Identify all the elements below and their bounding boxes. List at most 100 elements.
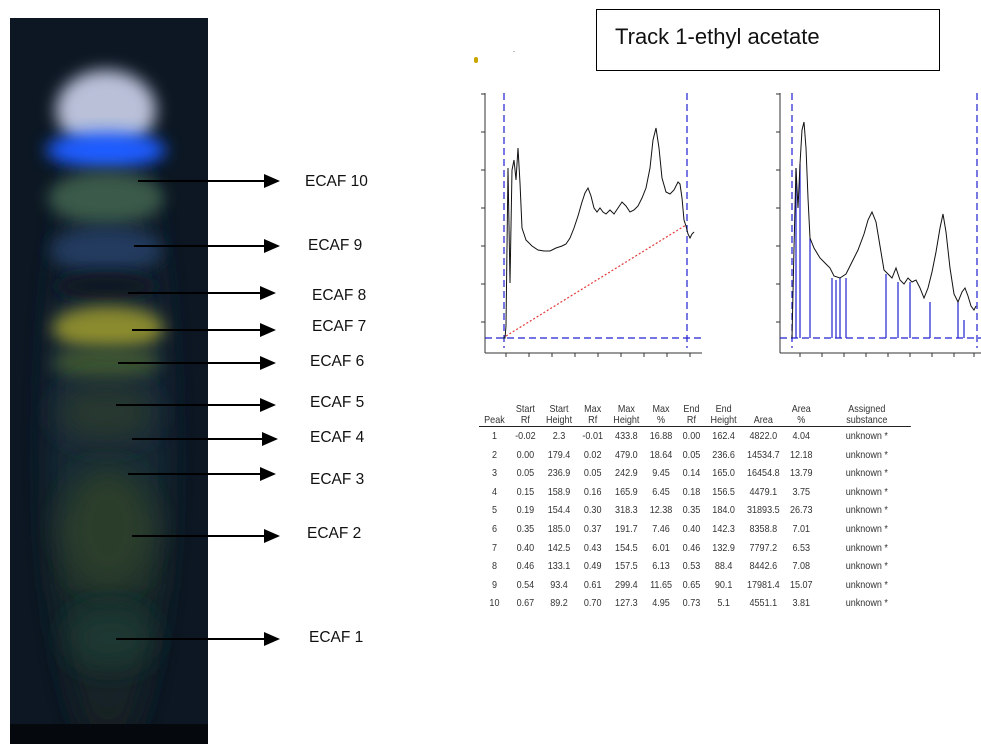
table-cell: 142.5: [547, 541, 571, 554]
table-cell: 433.8: [615, 430, 638, 442]
table-cell: 299.4: [615, 578, 638, 591]
table-cell: 0.43: [583, 541, 602, 554]
table-cell: 165.9: [615, 485, 638, 498]
table-cell: 179.4: [547, 448, 571, 461]
col-max-rf: Max Rf: [577, 392, 609, 427]
table-cell: 6.53: [792, 541, 811, 554]
table-cell: unknown *: [845, 504, 888, 517]
table-cell: 4479.1: [749, 485, 778, 498]
label-ecaf2: ECAF 2: [307, 525, 362, 542]
table-cell: 191.7: [615, 522, 638, 535]
table-cell: 17981.4: [746, 578, 780, 591]
table-cell: 4822.0: [749, 430, 778, 442]
table-row: 4 0.15 158.9 0.16 165.9 6.45 0.18 156.5 4479.1 3.…: [479, 483, 911, 502]
table-cell: 0.61: [583, 578, 602, 591]
table-cell: 1: [491, 430, 497, 442]
table-cell: 16454.8: [746, 467, 780, 480]
table-cell: 8442.6: [749, 560, 778, 573]
peak-table-header: Peak Start Rf Start Height Max Rf Max Height…: [479, 392, 911, 427]
table-cell: 11.65: [650, 578, 673, 591]
arrow-ecaf2: [132, 529, 280, 543]
table-row: 3 0.05 236.9 0.05 242.9 9.45 0.14 165.0 16454.8 1…: [479, 464, 911, 483]
label-ecaf4: ECAF 4: [310, 429, 365, 446]
label-ecaf10: ECAF 10: [305, 173, 368, 190]
table-cell: 0.05: [583, 467, 602, 480]
table-row: 7 0.40 142.5 0.43 154.5 6.01 0.46 132.9 7797.2 6.…: [479, 539, 911, 558]
table-cell: 0.15: [516, 485, 535, 498]
table-cell: unknown *: [845, 597, 888, 610]
stray-mark-small: [513, 51, 515, 52]
table-cell: 18.64: [649, 448, 673, 461]
table-cell: 0.54: [516, 578, 535, 591]
table-cell: 479.0: [615, 448, 638, 461]
col-max-height: Max Height: [608, 392, 645, 427]
label-ecaf1: ECAF 1: [309, 629, 364, 646]
table-cell: unknown *: [845, 467, 888, 480]
arrow-ecaf7: [132, 323, 276, 337]
tlc-plate-photo: [10, 18, 208, 744]
table-cell: 236.9: [547, 467, 571, 480]
table-cell: 0.02: [583, 448, 602, 461]
label-ecaf9: ECAF 9: [308, 237, 363, 254]
table-cell: unknown *: [845, 485, 888, 498]
table-cell: 88.4: [714, 560, 733, 573]
table-cell: 13.79: [789, 467, 813, 480]
table-row: 5 0.19 154.4 0.30 318.3 12.38 0.35 184.0 31893.5…: [479, 501, 911, 520]
col-end-height: End Height: [705, 392, 742, 427]
table-cell: 157.5: [615, 560, 638, 573]
table-cell: -0.02: [515, 430, 536, 442]
table-cell: 6.45: [652, 485, 670, 498]
table-cell: unknown *: [845, 522, 888, 535]
table-cell: 184.0: [712, 504, 735, 517]
table-cell: 7.08: [792, 560, 811, 573]
table-cell: -0.01: [582, 430, 603, 442]
arrow-ecaf5: [116, 398, 276, 412]
table-cell: 0.18: [682, 485, 701, 498]
table-cell: 16.88: [649, 430, 673, 442]
table-cell: 5: [491, 504, 497, 517]
table-row: 1 -0.02 2.3 -0.01 433.8 16.88 0.00 162.4 4822.0 4…: [479, 427, 911, 446]
col-start-rf: Start Rf: [509, 392, 541, 427]
label-ecaf6: ECAF 6: [310, 353, 365, 370]
table-cell: 0.40: [516, 541, 535, 554]
table-cell: 7: [491, 541, 497, 554]
table-cell: 4551.1: [749, 597, 778, 610]
table-cell: 0.70: [583, 597, 602, 610]
label-ecaf3: ECAF 3: [310, 471, 365, 488]
stray-mark: [474, 57, 478, 63]
table-cell: 4.95: [652, 597, 670, 610]
col-assigned-substance: Assigned substance: [817, 392, 911, 427]
table-cell: 156.5: [712, 485, 735, 498]
arrow-ecaf10: [138, 174, 280, 188]
label-ecaf7: ECAF 7: [312, 318, 367, 335]
table-cell: 0.46: [516, 560, 535, 573]
table-cell: 3.81: [792, 597, 811, 610]
table-cell: 158.9: [547, 485, 571, 498]
arrow-ecaf8: [128, 286, 276, 300]
table-cell: 14534.7: [746, 448, 780, 461]
table-cell: 6.01: [652, 541, 670, 554]
table-cell: 0.05: [516, 467, 535, 480]
col-area: Area: [741, 392, 785, 427]
table-cell: 132.9: [712, 541, 735, 554]
table-cell: 6: [491, 522, 497, 535]
table-cell: 3: [491, 467, 497, 480]
col-area-percent: Area%: [784, 392, 818, 427]
table-cell: 93.4: [550, 578, 568, 591]
table-cell: 9: [491, 578, 497, 591]
table-cell: unknown *: [845, 448, 888, 461]
table-cell: 90.1: [714, 578, 733, 591]
table-cell: 6.13: [652, 560, 670, 573]
arrow-ecaf4: [132, 432, 278, 446]
densitogram-peaks: [776, 93, 981, 357]
table-cell: 162.4: [712, 430, 735, 442]
col-peak: Peak: [479, 392, 510, 427]
table-cell: 0.73: [682, 597, 701, 610]
table-cell: unknown *: [845, 541, 888, 554]
table-cell: unknown *: [845, 560, 888, 573]
arrow-ecaf3: [128, 467, 276, 481]
table-cell: 0.35: [516, 522, 535, 535]
table-cell: 0.40: [682, 522, 701, 535]
table-cell: 0.67: [516, 597, 535, 610]
table-cell: 236.6: [712, 448, 735, 461]
